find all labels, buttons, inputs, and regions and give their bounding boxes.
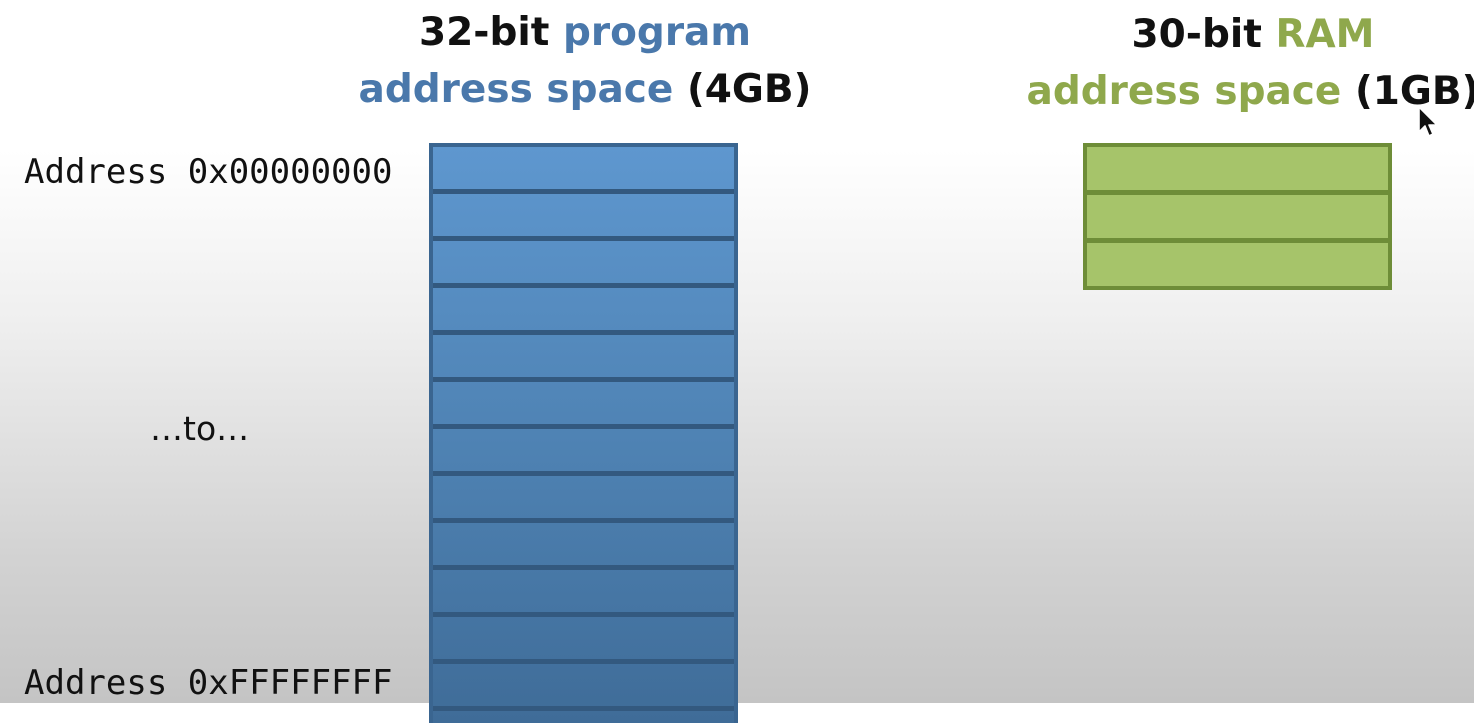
program-address-space-title: 32-bit program address space (4GB) (355, 4, 815, 118)
ram-address-row (1087, 195, 1388, 243)
ram-address-row (1087, 147, 1388, 195)
program-title-prefix: 32-bit (418, 10, 563, 55)
program-address-row (433, 288, 734, 335)
program-address-row (433, 429, 734, 476)
program-title-accent: program (562, 10, 752, 55)
ram-title-line2-accent: address space (1026, 69, 1342, 114)
program-title-line2-accent: address space (358, 67, 674, 112)
mouse-cursor-icon (1418, 106, 1438, 137)
address-end-label: Address 0xFFFFFFFF (24, 663, 393, 703)
program-address-row (433, 570, 734, 617)
program-address-row (433, 241, 734, 288)
program-address-row (433, 476, 734, 523)
ram-address-space-title: 30-bit RAM address space (1GB) (1018, 6, 1474, 120)
ram-address-row (1087, 243, 1388, 286)
ram-title-line-1: 30-bit RAM (1018, 6, 1474, 63)
program-address-row (433, 335, 734, 382)
range-ellipsis-label: …to… (150, 409, 250, 448)
ram-address-space-block (1083, 143, 1392, 290)
program-address-row (433, 382, 734, 429)
ram-title-suffix: (1GB) (1341, 69, 1474, 114)
ram-title-line-2: address space (1GB) (1018, 63, 1474, 120)
program-address-row (433, 147, 734, 194)
program-address-row (433, 194, 734, 241)
program-address-space-block (429, 143, 738, 723)
program-title-suffix: (4GB) (673, 67, 812, 112)
program-title-line-1: 32-bit program (355, 4, 815, 61)
program-address-row (433, 664, 734, 711)
address-start-label: Address 0x00000000 (24, 152, 393, 192)
program-title-line-2: address space (4GB) (355, 61, 815, 118)
ram-title-accent: RAM (1275, 12, 1375, 57)
ram-title-prefix: 30-bit (1131, 12, 1276, 57)
program-address-row (433, 617, 734, 664)
program-address-row (433, 523, 734, 570)
